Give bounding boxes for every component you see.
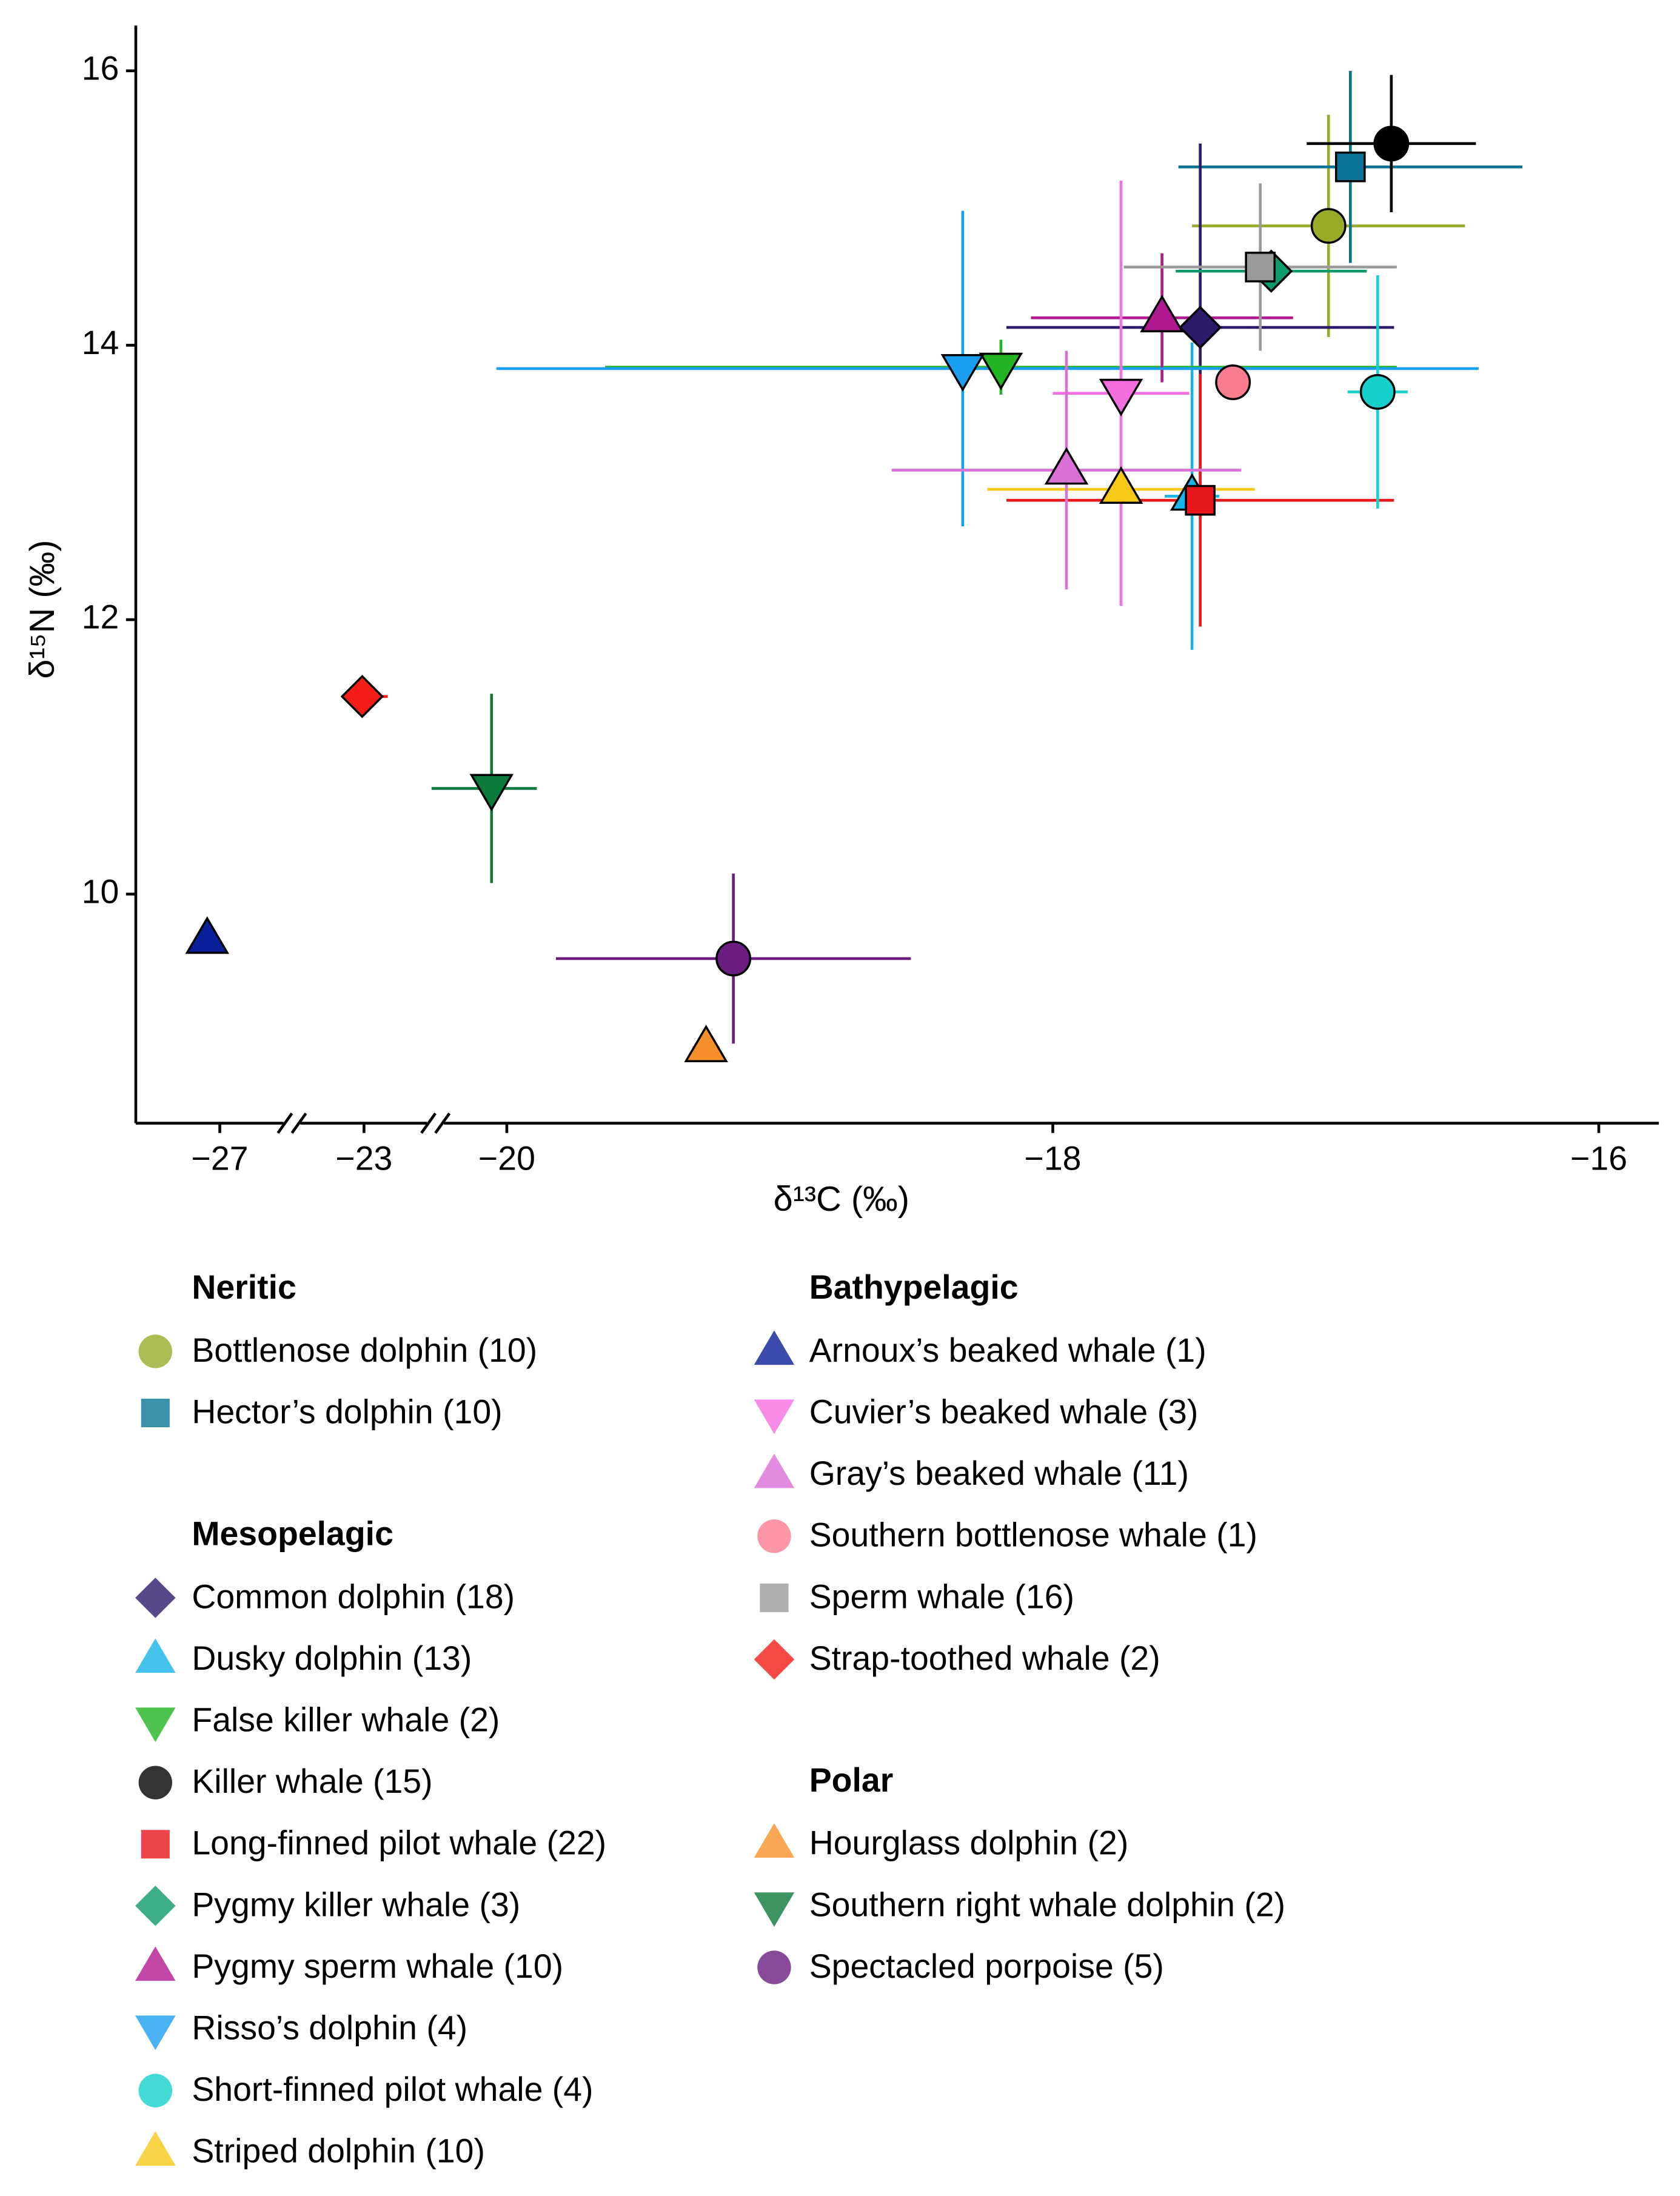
point <box>340 675 384 718</box>
legend-label: Risso’s dolphin (4) <box>192 2009 467 2047</box>
axis-break <box>420 1113 437 1134</box>
point <box>469 774 514 812</box>
point <box>940 354 985 392</box>
legend-heading: Polar <box>809 1761 894 1799</box>
point <box>185 916 230 954</box>
point <box>1099 378 1143 417</box>
legend-marker <box>135 1707 176 1742</box>
point <box>1185 484 1216 516</box>
legend-marker <box>754 1639 795 1680</box>
legend-marker <box>135 1578 176 1618</box>
point <box>1359 373 1396 410</box>
x-tick-label: −16 <box>1570 1140 1627 1177</box>
legend-marker <box>135 2131 176 2166</box>
legend-heading: Neritic <box>192 1268 296 1306</box>
x-tick-label: −20 <box>478 1140 535 1177</box>
legend-marker <box>135 1946 176 1981</box>
legend-label: Long-finned pilot whale (22) <box>192 1824 606 1862</box>
legend-label: Strap-toothed whale (2) <box>809 1639 1160 1677</box>
x-axis-label: δ¹³C (‰) <box>774 1180 909 1219</box>
y-tick-label: 16 <box>82 49 119 87</box>
x-tick-label: −18 <box>1024 1140 1081 1177</box>
legend-heading: Mesopelagic <box>192 1515 393 1552</box>
legend-label: Sperm whale (16) <box>809 1578 1074 1615</box>
legend-label: Dusky dolphin (13) <box>192 1639 472 1677</box>
legend-marker <box>141 1399 170 1428</box>
axis-break <box>434 1113 451 1134</box>
legend-marker <box>757 1950 791 1984</box>
legend-label: Killer whale (15) <box>192 1762 432 1800</box>
point <box>1245 252 1276 283</box>
legend-marker <box>754 1399 795 1434</box>
legend-label: Spectacled porpoise (5) <box>809 1947 1164 1985</box>
point <box>1140 295 1184 333</box>
legend-marker <box>754 1823 795 1858</box>
legend-label: Pygmy killer whale (3) <box>192 1886 520 1923</box>
y-tick-label: 10 <box>82 872 119 910</box>
y-tick-label: 12 <box>82 598 119 636</box>
legend-marker <box>141 1830 170 1859</box>
point <box>1373 126 1410 162</box>
legend-label: Gray’s beaked whale (11) <box>809 1455 1189 1492</box>
legend-heading: Bathypelagic <box>809 1268 1019 1306</box>
legend-label: Hector’s dolphin (10) <box>192 1393 502 1431</box>
legend-label: Southern right whale dolphin (2) <box>809 1886 1285 1923</box>
legend-label: Arnoux’s beaked whale (1) <box>809 1331 1206 1369</box>
point <box>715 940 752 977</box>
legend-marker <box>135 2015 176 2050</box>
x-tick-label: −27 <box>192 1140 249 1177</box>
point <box>1215 364 1251 400</box>
legend-label: Cuvier’s beaked whale (3) <box>809 1393 1199 1431</box>
legend-label: Southern bottlenose whale (1) <box>809 1516 1257 1554</box>
legend-label: False killer whale (2) <box>192 1701 500 1739</box>
y-axis-label: δ¹⁵N (‰) <box>23 540 62 679</box>
legend-label: Hourglass dolphin (2) <box>809 1824 1129 1862</box>
legend-marker <box>138 1334 173 1368</box>
point <box>1044 447 1089 485</box>
legend-label: Striped dolphin (10) <box>192 2132 485 2170</box>
y-tick-label: 14 <box>82 324 119 361</box>
legend-label: Pygmy sperm whale (10) <box>192 1947 563 1985</box>
axis-break <box>290 1113 307 1134</box>
legend-label: Short-finned pilot whale (4) <box>192 2070 593 2108</box>
point <box>1310 208 1347 244</box>
point <box>1178 306 1222 349</box>
axis-break <box>276 1113 293 1134</box>
point <box>1335 151 1366 182</box>
x-tick-label: −23 <box>335 1140 392 1177</box>
legend-marker <box>135 1886 176 1926</box>
legend-marker <box>754 1330 795 1365</box>
legend-label: Common dolphin (18) <box>192 1578 515 1615</box>
legend-marker <box>135 1638 176 1673</box>
legend-marker <box>754 1892 795 1927</box>
legend-label: Bottlenose dolphin (10) <box>192 1331 537 1369</box>
point <box>1099 466 1143 504</box>
legend-marker <box>757 1519 791 1553</box>
legend-marker <box>754 1453 795 1488</box>
legend-marker <box>760 1583 789 1612</box>
point <box>979 352 1023 390</box>
legend-marker <box>138 1766 173 1799</box>
point <box>684 1025 728 1063</box>
legend-marker <box>138 2074 173 2107</box>
